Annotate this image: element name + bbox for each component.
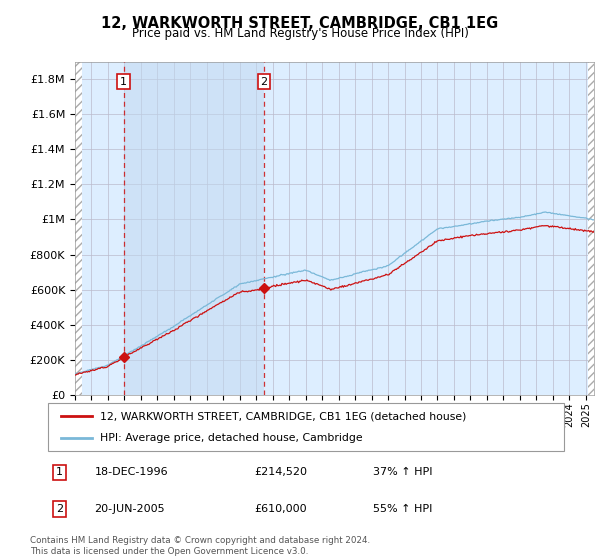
Bar: [75, 62, 82, 395]
Text: 20-JUN-2005: 20-JUN-2005: [94, 504, 165, 514]
Text: 1: 1: [120, 77, 127, 87]
Text: 2: 2: [260, 77, 268, 87]
Bar: [124, 62, 264, 395]
Text: Price paid vs. HM Land Registry's House Price Index (HPI): Price paid vs. HM Land Registry's House …: [131, 27, 469, 40]
Text: £214,520: £214,520: [254, 468, 307, 478]
Text: 37% ↑ HPI: 37% ↑ HPI: [373, 468, 433, 478]
Text: 18-DEC-1996: 18-DEC-1996: [94, 468, 168, 478]
Text: £610,000: £610,000: [254, 504, 307, 514]
Text: 2: 2: [56, 504, 63, 514]
Bar: [588, 62, 594, 395]
Text: 12, WARKWORTH STREET, CAMBRIDGE, CB1 1EG: 12, WARKWORTH STREET, CAMBRIDGE, CB1 1EG: [101, 16, 499, 31]
Text: 12, WARKWORTH STREET, CAMBRIDGE, CB1 1EG (detached house): 12, WARKWORTH STREET, CAMBRIDGE, CB1 1EG…: [100, 411, 466, 421]
Text: Contains HM Land Registry data © Crown copyright and database right 2024.
This d: Contains HM Land Registry data © Crown c…: [30, 536, 370, 556]
Text: 1: 1: [56, 468, 63, 478]
Text: HPI: Average price, detached house, Cambridge: HPI: Average price, detached house, Camb…: [100, 433, 362, 443]
Text: 55% ↑ HPI: 55% ↑ HPI: [373, 504, 433, 514]
